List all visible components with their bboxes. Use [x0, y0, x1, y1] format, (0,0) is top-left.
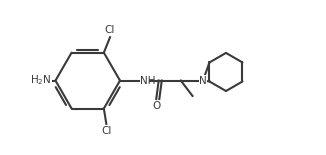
Text: N: N [199, 76, 207, 86]
Text: NH: NH [140, 76, 155, 86]
Text: Cl: Cl [105, 25, 115, 35]
Text: H$_2$N: H$_2$N [30, 74, 52, 87]
Text: O: O [153, 102, 161, 111]
Text: Cl: Cl [101, 126, 111, 136]
Text: N: N [199, 76, 207, 86]
